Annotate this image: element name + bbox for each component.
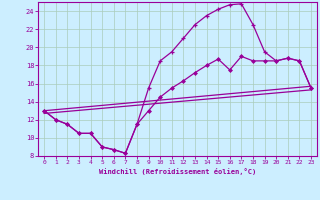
X-axis label: Windchill (Refroidissement éolien,°C): Windchill (Refroidissement éolien,°C) [99,168,256,175]
